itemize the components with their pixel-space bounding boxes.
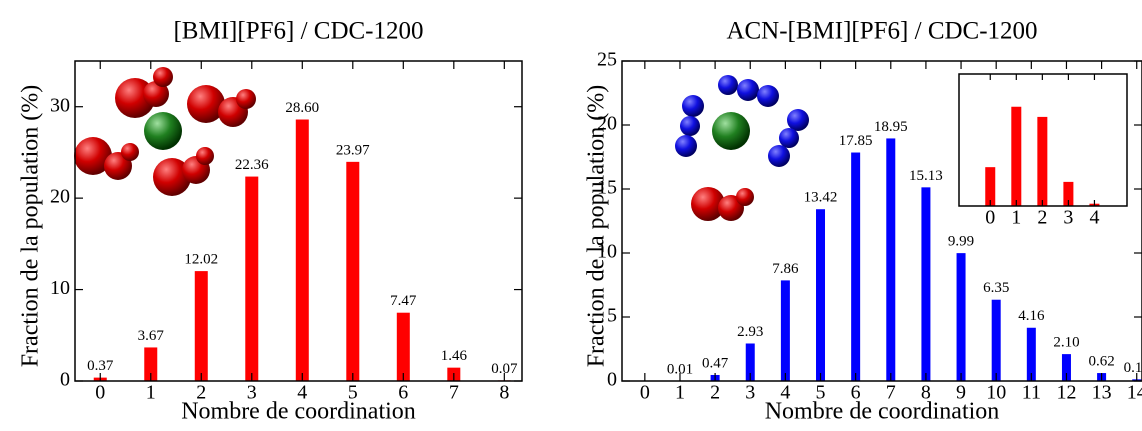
- y-tick-label: 20: [597, 113, 617, 135]
- y-tick-label: 10: [597, 241, 617, 263]
- x-tick-label: 7: [886, 382, 896, 404]
- bar: [956, 253, 966, 381]
- x-axis-label: Nombre de coordination: [765, 399, 1000, 425]
- value-label: 4.16: [1018, 308, 1045, 324]
- value-label: 23.97: [336, 142, 370, 158]
- x-tick-label: 2: [196, 382, 206, 404]
- value-label: 13.42: [804, 190, 838, 206]
- bar: [780, 280, 790, 381]
- chart-title: ACN-[BMI][PF6] / CDC-1200: [726, 18, 1037, 45]
- bar: [144, 347, 158, 381]
- y-tick-label: 30: [50, 94, 70, 116]
- value-label: 15.13: [909, 168, 943, 184]
- x-tick-label: 3: [745, 382, 755, 404]
- bar: [1011, 106, 1022, 206]
- value-label: 2.93: [737, 324, 763, 340]
- value-label: 7.86: [772, 261, 799, 277]
- x-tick-label: 8: [499, 382, 509, 404]
- x-tick-label: 1: [146, 382, 156, 404]
- bar: [194, 271, 208, 381]
- x-tick-label: 8: [921, 382, 931, 404]
- value-label: 1.46: [441, 348, 468, 364]
- bar: [396, 312, 410, 381]
- value-label: 0.62: [1088, 354, 1114, 370]
- value-label: 0.47: [702, 355, 729, 371]
- value-label: 0.01: [667, 361, 693, 377]
- x-tick-label: 5: [348, 382, 358, 404]
- bar: [1063, 181, 1074, 206]
- bar: [1061, 354, 1071, 381]
- x-axis-label: Nombre de coordination: [181, 399, 416, 425]
- x-tick-label: 0: [95, 382, 105, 404]
- y-tick-label: 5: [607, 305, 617, 327]
- y-axis-label: Fraction de la population (%): [18, 85, 44, 368]
- value-label: 0.13: [1124, 360, 1142, 376]
- value-label: 9.99: [948, 234, 974, 250]
- y-tick-label: 15: [597, 177, 617, 199]
- plot-frame: [958, 73, 1128, 207]
- molecule-illustration: [74, 67, 256, 196]
- molecule-illustration: [675, 75, 809, 221]
- value-label: 6.35: [983, 280, 1009, 296]
- bar: [851, 152, 861, 381]
- bar: [886, 138, 896, 381]
- value-label: 28.60: [285, 100, 319, 116]
- x-tick-label: 1: [1011, 207, 1021, 229]
- value-label: 17.85: [839, 133, 873, 149]
- y-tick-label: 20: [50, 186, 70, 208]
- x-tick-label: 3: [1063, 207, 1073, 229]
- value-label: 0.07: [491, 361, 518, 377]
- x-tick-label: 0: [640, 382, 650, 404]
- value-label: 18.95: [874, 119, 908, 135]
- bar: [921, 187, 931, 381]
- x-tick-label: 6: [398, 382, 408, 404]
- y-tick-label: 0: [607, 369, 617, 391]
- x-tick-label: 5: [816, 382, 826, 404]
- x-tick-label: 4: [297, 382, 307, 404]
- bar: [991, 299, 1001, 381]
- bar: [245, 176, 259, 381]
- chart-title: [BMI][PF6] / CDC-1200: [173, 18, 423, 45]
- x-tick-label: 6: [851, 382, 861, 404]
- bar: [295, 119, 309, 381]
- bar: [745, 343, 755, 381]
- value-label: 7.47: [390, 293, 417, 309]
- x-tick-label: 9: [956, 382, 966, 404]
- x-tick-label: 13: [1092, 382, 1112, 404]
- plot-frame: [621, 60, 1142, 382]
- y-axis-label: Fraction de la population (%): [584, 85, 610, 368]
- value-label: 22.36: [235, 157, 269, 173]
- x-tick-label: 4: [780, 382, 790, 404]
- x-tick-label: 1: [675, 382, 685, 404]
- x-tick-label: 14: [1127, 382, 1142, 404]
- bar: [1026, 327, 1036, 381]
- value-label: 12.02: [184, 252, 218, 268]
- x-tick-label: 4: [1089, 207, 1099, 229]
- x-tick-label: 10: [986, 382, 1006, 404]
- plot-frame: [74, 60, 523, 382]
- value-label: 2.10: [1053, 335, 1079, 351]
- x-tick-label: 12: [1056, 382, 1076, 404]
- bar: [346, 161, 360, 381]
- y-tick-label: 25: [597, 49, 617, 71]
- y-tick-label: 10: [50, 277, 70, 299]
- x-tick-label: 0: [985, 207, 995, 229]
- bar: [816, 209, 826, 381]
- x-tick-label: 3: [247, 382, 257, 404]
- value-label: 3.67: [138, 328, 165, 344]
- x-tick-label: 11: [1022, 382, 1041, 404]
- x-tick-label: 7: [449, 382, 459, 404]
- y-tick-label: 0: [60, 369, 70, 391]
- x-tick-label: 2: [1037, 207, 1047, 229]
- bar: [985, 167, 996, 206]
- x-tick-label: 2: [710, 382, 720, 404]
- value-label: 0.37: [87, 358, 114, 374]
- bar: [1037, 116, 1048, 206]
